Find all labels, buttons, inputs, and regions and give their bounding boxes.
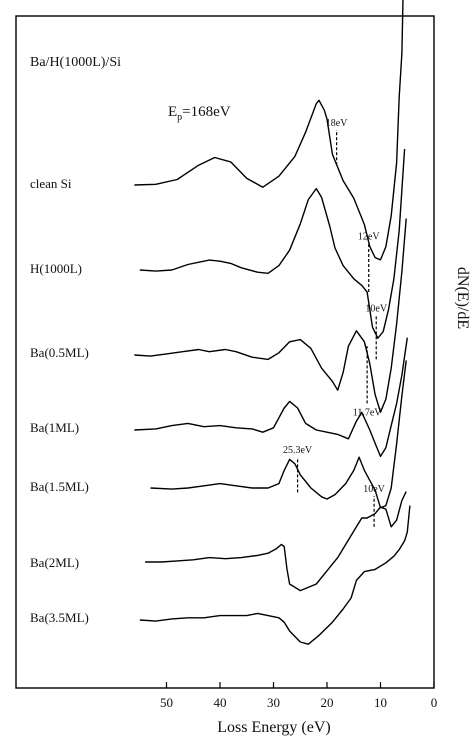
spectrum-label: H(1000L) (30, 261, 82, 276)
spectrum-line (134, 218, 407, 413)
spectrum-4: Ba(1ML) (30, 337, 408, 458)
spectrum-line (145, 491, 407, 592)
peak-marker-label: 25.3eV (283, 445, 313, 456)
spectrum-line (134, 337, 408, 458)
x-tick-label: 50 (160, 695, 173, 710)
x-tick-label: 10 (374, 695, 387, 710)
peak-marker-label: 10eV (363, 484, 385, 495)
y-axis-label: dN(E)/dE (454, 267, 471, 329)
spectrum-line (139, 505, 411, 645)
x-tick-label: 30 (267, 695, 280, 710)
x-tick-label: 0 (431, 695, 438, 710)
spectrum-label: Ba(1.5ML) (30, 479, 89, 494)
spectrum-1: clean Si 18eV (30, 0, 404, 261)
primary-energy-label: Ep=168eV (168, 104, 231, 123)
peak-marker-label: 12eV (358, 232, 380, 243)
x-tick-label: 40 (214, 695, 227, 710)
spectrum-label: Ba(1ML) (30, 420, 79, 435)
peak-marker-label: 18eV (326, 118, 348, 129)
spectrum-5: Ba(1.5ML) 25.3eV (30, 360, 407, 509)
spectrum-3: Ba(0.5ML) 10eV 11.7eV (30, 218, 407, 418)
spectrum-6: Ba(2ML) 10eV (30, 484, 407, 592)
series-layer: clean Si 18eV H(1000L) 12eV Ba(0.5ML) 10eV 11.… (30, 0, 411, 645)
x-axis-ticks: 50 40 30 20 10 0 (160, 682, 437, 710)
spectrum-line (134, 0, 404, 261)
spectrum-line (139, 148, 406, 339)
chart-title: Ba/H(1000L)/Si (30, 55, 121, 70)
plot-frame (15, 15, 435, 689)
spectrum-label: clean Si (30, 176, 72, 191)
peak-marker-label: 10eV (365, 303, 387, 314)
x-tick-label: 20 (321, 695, 334, 710)
spectrum-label: Ba(3.5ML) (30, 610, 89, 625)
x-axis-label: Loss Energy (eV) (217, 719, 330, 736)
spectrum-label: Ba(0.5ML) (30, 345, 89, 360)
spectrum-2: H(1000L) 12eV (30, 148, 406, 339)
spectrum-7: Ba(3.5ML) (30, 505, 411, 645)
spectrum-label: Ba(2ML) (30, 555, 79, 570)
peak-marker-label: 11.7eV (353, 407, 383, 418)
spectrum-line (150, 360, 407, 509)
